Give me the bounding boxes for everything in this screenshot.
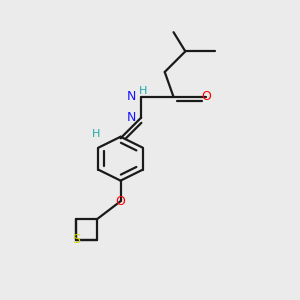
Text: O: O bbox=[116, 195, 125, 208]
Text: H: H bbox=[139, 85, 147, 95]
Text: H: H bbox=[92, 129, 100, 139]
Text: S: S bbox=[72, 233, 80, 246]
Text: N: N bbox=[127, 91, 136, 103]
Text: N: N bbox=[127, 111, 136, 124]
Text: O: O bbox=[201, 91, 211, 103]
